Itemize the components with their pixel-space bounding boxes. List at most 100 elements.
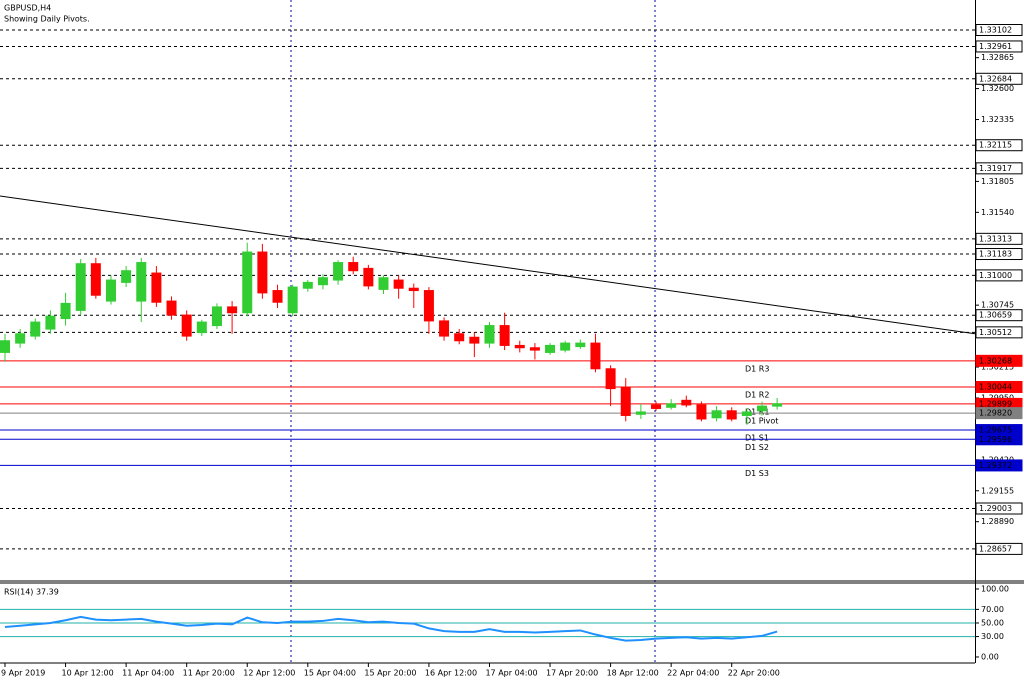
candle-body [681, 399, 692, 406]
pivot-label: D1 S2 [745, 443, 769, 452]
pivot-label: D1 Pivot [745, 417, 778, 426]
x-tick-label: 17 Apr 20:00 [546, 669, 598, 678]
candle-body [348, 262, 359, 272]
y-tick-label: 1.28890 [981, 517, 1014, 526]
candle-body [545, 344, 556, 353]
price-level-label: 1.32961 [979, 42, 1012, 51]
candle-body [181, 314, 192, 337]
candle-body [0, 340, 10, 353]
price-level-label: 1.31313 [979, 234, 1012, 243]
y-tick-label: 100.00 [981, 584, 1009, 593]
candle-body [302, 281, 313, 289]
price-level-box [975, 232, 1023, 245]
candle-body [363, 267, 374, 287]
price-level-label: 1.31000 [979, 271, 1012, 280]
price-level-box [975, 309, 1023, 322]
price-level-box [975, 542, 1023, 555]
candle-body [469, 336, 480, 344]
price-level-box [975, 407, 1023, 420]
candle-body [317, 277, 328, 286]
candle-body [620, 386, 631, 416]
candle-body [575, 342, 586, 348]
y-tick-label: 0.00 [981, 652, 999, 661]
candle-body [196, 321, 207, 334]
price-level-box [975, 248, 1023, 261]
price-level-label: 1.28657 [979, 544, 1012, 553]
rsi-title: RSI(14) 37.39 [4, 588, 59, 597]
x-tick-label: 11 Apr 20:00 [183, 669, 235, 678]
x-tick-label: 22 Apr 20:00 [728, 669, 780, 678]
pivot-label: D1 S3 [745, 469, 769, 478]
price-level-label: 1.31917 [979, 164, 1012, 173]
price-level-label: 1.30044 [979, 382, 1012, 391]
candle-body [499, 325, 510, 346]
candle-body [454, 333, 465, 342]
y-tick-label: 1.29155 [981, 486, 1014, 495]
price-level-box [975, 269, 1023, 282]
candle-body [439, 320, 450, 337]
y-tick-label: 50.00 [981, 618, 1004, 627]
price-level-box [975, 72, 1023, 85]
y-tick-label: 1.32600 [981, 84, 1014, 93]
y-tick-label: 1.32865 [981, 53, 1014, 62]
candle-body [605, 368, 616, 390]
x-tick-label: 22 Apr 04:00 [667, 669, 719, 678]
candle-body [287, 286, 298, 314]
rsi-line [4, 615, 778, 642]
candle-body [423, 290, 434, 322]
candle-body [484, 325, 495, 344]
price-level-label: 1.32115 [979, 141, 1012, 150]
candle-body [757, 405, 767, 412]
candle-body [772, 403, 783, 407]
price-level-box [975, 326, 1023, 339]
price-level-box [975, 24, 1023, 37]
price-level-box [975, 433, 1023, 446]
candle-body [257, 251, 268, 294]
y-tick-label: 1.30745 [981, 301, 1014, 310]
x-tick-label: 9 Apr 2019 [1, 669, 45, 678]
candle-body [90, 263, 101, 296]
x-tick-label: 18 Apr 12:00 [607, 669, 659, 678]
candle-body [105, 279, 116, 302]
candle-body [136, 262, 147, 302]
candle-body [166, 300, 177, 316]
candle-body [590, 342, 601, 370]
pivot-label: D1 S1 [745, 434, 769, 443]
price-level-label: 1.33102 [979, 26, 1012, 35]
price-level-label: 1.32684 [979, 74, 1012, 83]
candle-body [333, 262, 344, 281]
candle-body [514, 344, 525, 349]
candle-body [666, 403, 677, 408]
x-tick-label: 12 Apr 12:00 [243, 669, 295, 678]
price-level-label: 1.30268 [979, 356, 1012, 365]
pivot-label: D1 R2 [745, 390, 769, 399]
candle-body [151, 272, 162, 303]
candle-body [45, 315, 56, 330]
y-tick-label: 1.30215 [981, 363, 1014, 372]
price-level-label: 1.29596 [979, 435, 1012, 444]
candle-body [121, 270, 132, 283]
candle-body [635, 411, 646, 415]
price-level-box [975, 380, 1023, 393]
y-tick-label: 1.32335 [981, 115, 1014, 124]
x-tick-label: 15 Apr 20:00 [364, 669, 416, 678]
candle-body [696, 404, 707, 420]
candle-body [726, 410, 737, 420]
candle-body [211, 306, 222, 327]
candle-body [408, 287, 419, 292]
price-level-box [975, 40, 1023, 53]
y-tick-label: 1.31540 [981, 208, 1014, 217]
candle-body [560, 342, 571, 351]
candle-body [272, 290, 283, 303]
candle-body [15, 333, 26, 344]
candle-body [393, 279, 404, 289]
candle-body [651, 404, 662, 409]
price-level-label: 1.29003 [979, 504, 1012, 513]
pivot-label: D1 R3 [745, 364, 769, 373]
x-tick-label: 11 Apr 04:00 [122, 669, 174, 678]
candle-body [378, 277, 389, 290]
price-level-label: 1.29820 [979, 409, 1012, 418]
